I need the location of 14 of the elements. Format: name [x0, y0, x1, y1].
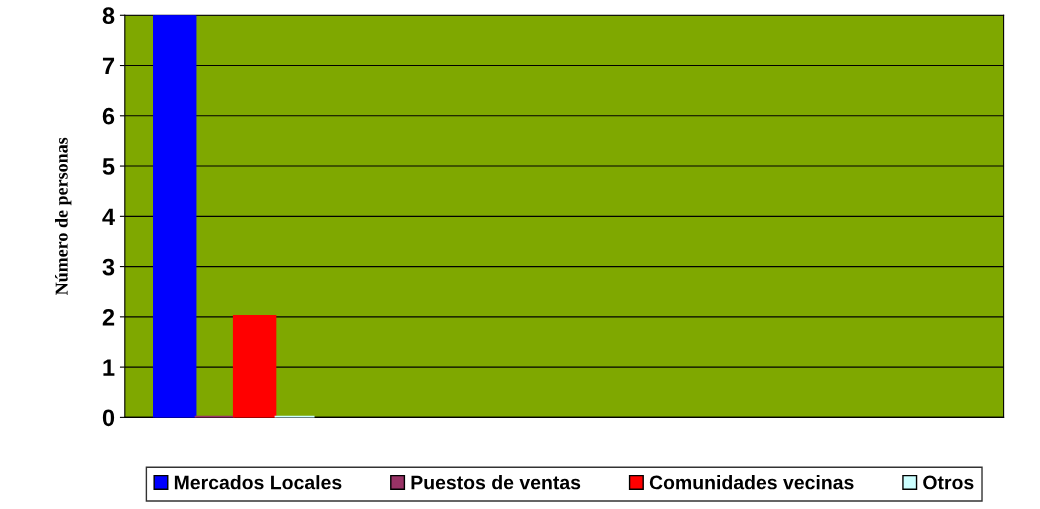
legend-label: Comunidades vecinas: [649, 475, 854, 490]
legend-label: Otros: [923, 475, 974, 490]
y-tick-label: 6: [102, 107, 115, 125]
legend-label: Mercados Locales: [174, 475, 342, 490]
y-axis-title: Número de personas: [55, 137, 72, 296]
y-tick-label: 0: [102, 409, 115, 427]
y-tick-label: 1: [103, 359, 115, 376]
y-tick-label: 5: [102, 158, 115, 175]
y-tick-label: 4: [102, 208, 115, 225]
y-tick-label: 8: [102, 7, 115, 25]
legend-label: Puestos de ventas: [411, 475, 581, 490]
y-tick-label: 3: [102, 258, 115, 276]
y-tick-label: 7: [102, 57, 115, 75]
y-tick-label: 2: [102, 308, 115, 326]
